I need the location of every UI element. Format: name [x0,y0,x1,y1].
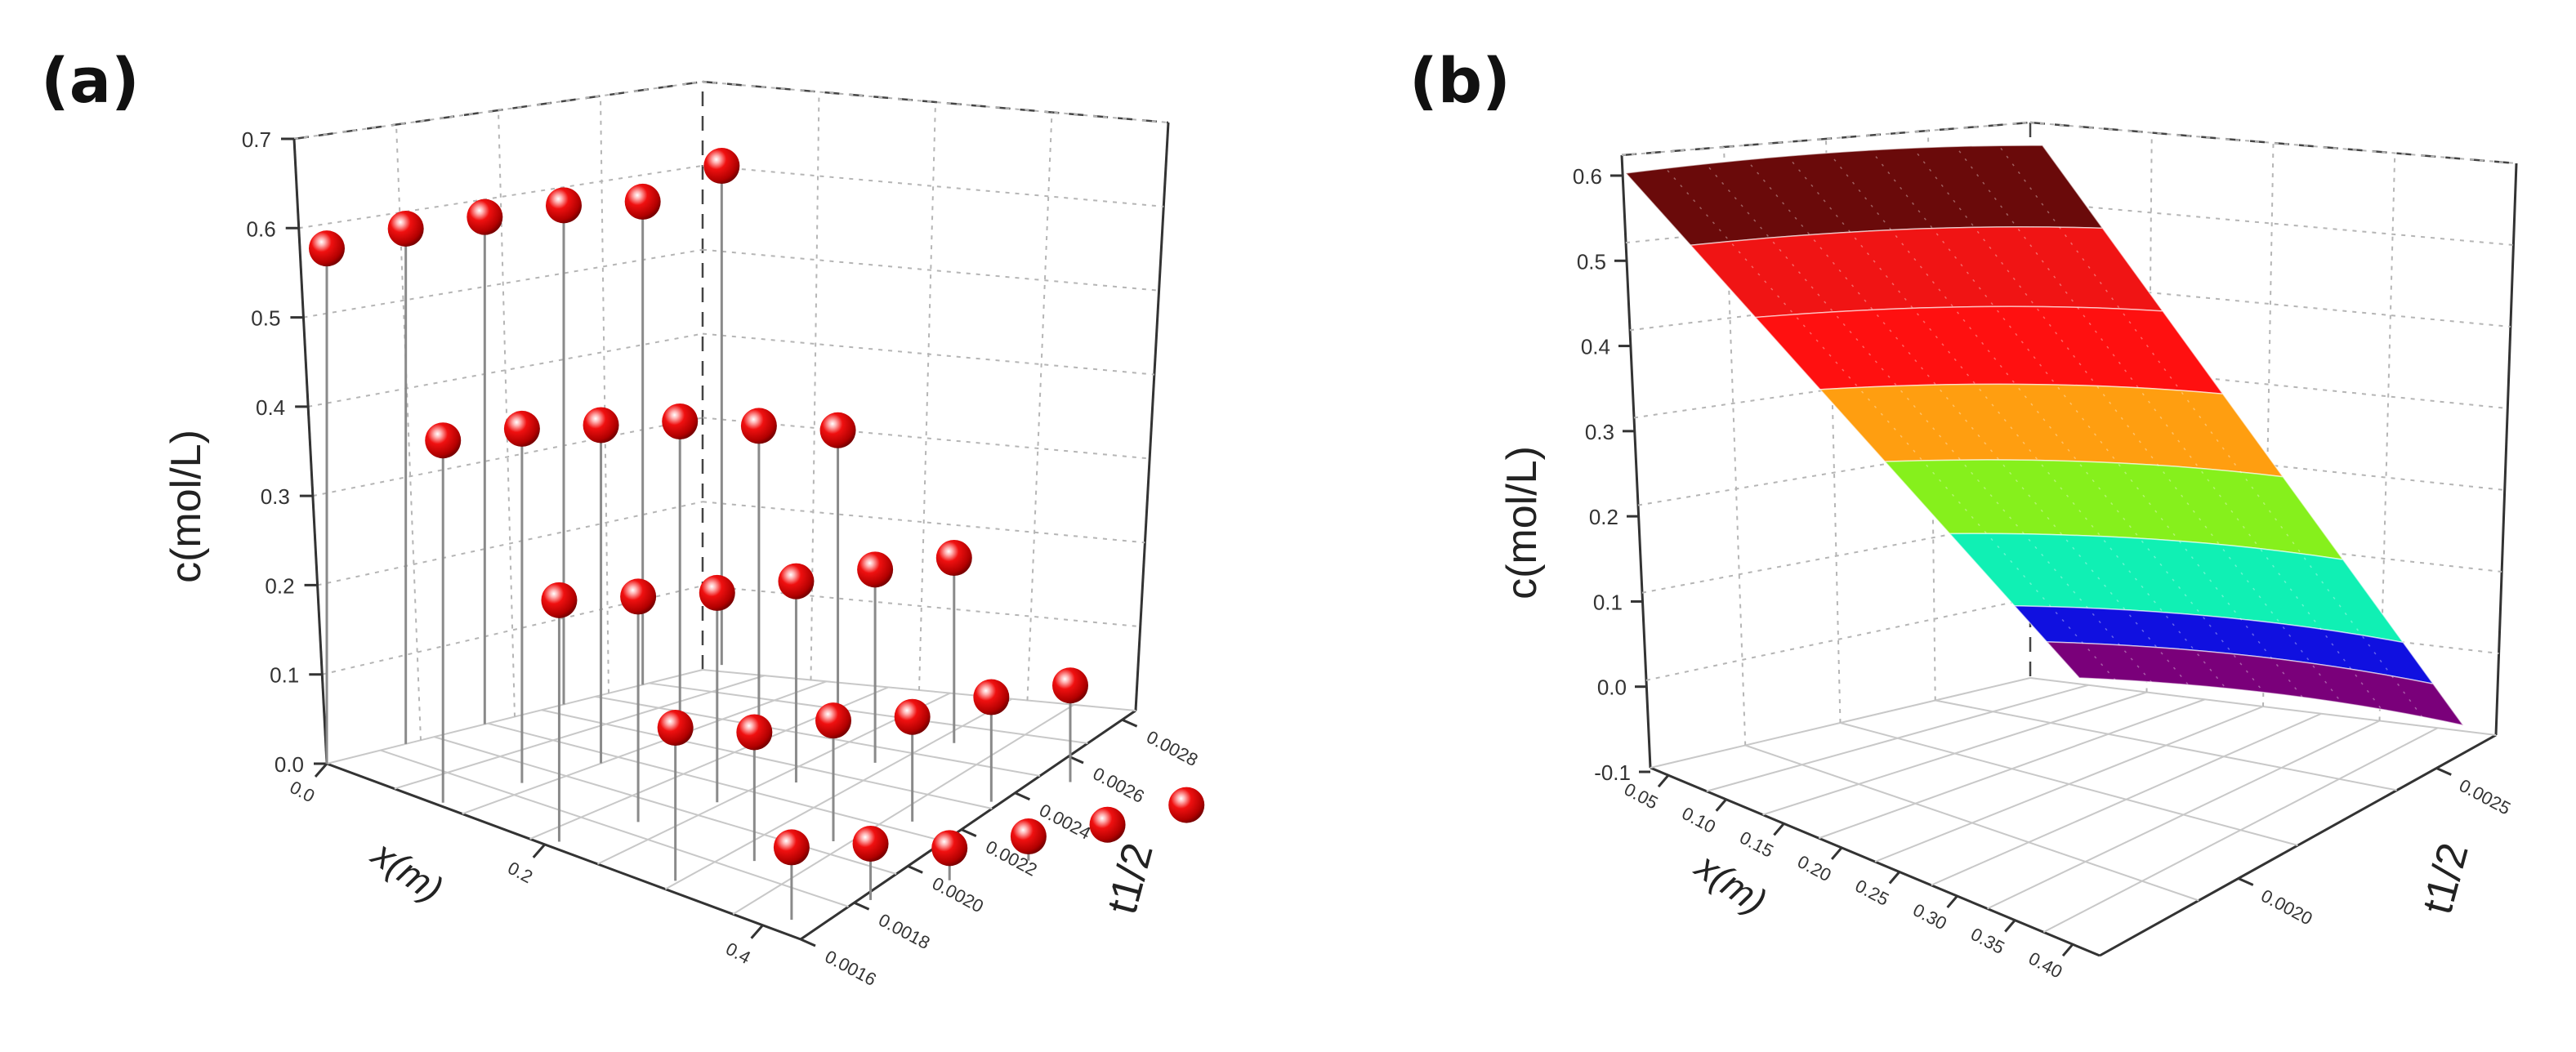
panel-a-data-point [973,679,1010,715]
panel-b-z-tick-label: 0.1 [1593,590,1623,614]
panel-a-z-tick-label: 0.1 [270,663,299,688]
panel-a-data-point [852,825,889,862]
panel-b-x-tick-label: 0.40 [2025,947,2066,982]
panel-b-surface-band [1754,305,2225,395]
panel-b-x-tick-label: 0.05 [1621,778,1662,813]
panel-a-data-point [1168,787,1205,823]
panel-a-data-point [620,578,657,615]
panel-a-t-tick-label: 0.0018 [875,910,933,954]
panel-b-z-tick-label: 0.0 [1597,675,1627,700]
panel-a-data-point [546,187,582,224]
panel-a-z-tick-label: 0.3 [261,484,290,509]
panel-a-data-point [467,198,503,235]
panel-b-x-tick-label: 0.25 [1852,876,1893,910]
panel-a-t-tick-label: 0.0020 [929,873,987,917]
panel-a-data-point [819,412,856,448]
panel-b-t-axis-title: t1/2 [2413,838,2477,919]
panel-a-t-axis-title: t1/2 [1098,838,1162,919]
panel-b-surface-band [2045,641,2465,727]
panel-b-z-axis: -0.1 0.0 0.1 0.2 0.3 0.4 0.5 0.6 c(mol/L) [1498,164,1650,785]
panel-a-z-tick-label: 0.0 [275,752,304,777]
panel-a-data-point [740,408,777,444]
panel-a-z-axis-title: c(mol/L) [163,430,210,583]
panel-a-data-point [857,551,894,588]
panel-a-x-tick-label: 0.2 [504,858,536,887]
panel-b-z-tick-label: 0.5 [1577,249,1606,274]
panel-b-surface [1624,145,2465,727]
panel-a-walls [292,80,1170,941]
panel-a-data-point [1089,806,1126,843]
panel-a-label: (a) [41,44,140,117]
panel-a-right-wall-edge [1134,122,1170,711]
panel-a-floor-t-edge [800,709,1136,941]
panel-a-data-point [1010,818,1047,855]
panel-b-t-tick-label: 0.0020 [2257,885,2315,929]
panel-a-data-point [387,210,424,247]
panel-a-x-axis: 0.0 0.2 0.4 x(m) [287,763,764,968]
panel-a-t-tick-label: 0.0028 [1143,727,1201,771]
panel-b-x-tick-label: 0.20 [1794,851,1835,885]
panel-b-z-tick-label: 0.6 [1573,164,1602,189]
panel-a-x-tick-label: 0.0 [287,777,319,806]
panel-b-x-tick-label: 0.15 [1736,827,1777,862]
panel-a-data-point [699,574,735,611]
panel-b-x-tick-label: 0.10 [1679,803,1720,837]
panel-b-z-axis-title: c(mol/L) [1498,446,1546,600]
panel-a-data-point [503,410,540,447]
panel-b-t-axis: 0.0020 0.0025 t1/2 [2238,767,2514,929]
panel-b-z-tick-label: 0.2 [1589,505,1618,529]
panel-a-data-point [583,407,619,444]
panel-a-z-tick-label: 0.5 [251,306,280,331]
panel-a-z-tick-label: 0.4 [256,395,285,420]
panel-b-surface-band [1689,226,2164,319]
panel-a-data-point [773,829,810,866]
panel-a-data-point [703,148,740,185]
panel-a-floor-x-edge [326,762,801,941]
panel-a-t-tick-label: 0.0026 [1090,763,1148,807]
panel-a-data-point [736,714,773,751]
panel-a-data-point [624,183,661,220]
panel-b-z-tick-label: 0.3 [1585,420,1614,444]
panel-b-label: (b) [1409,44,1511,117]
panel-b-x-tick-label: 0.30 [1909,899,1950,934]
panel-b-x-axis: 0.050.100.150.200.250.300.350.40 x(m) [1621,774,2074,983]
panel-a-data-point [1052,667,1088,704]
panel-a-z-axis: 0.0 0.1 0.2 0.3 0.4 0.5 0.6 0.7 c(mol/L) [163,127,328,777]
panel-a-data-point [309,230,345,267]
panel-b-x-tick-label: 0.35 [1967,924,2008,958]
panel-a-x-tick-label: 0.4 [722,938,754,968]
panel-b-z-tick-label: -0.1 [1594,760,1631,785]
panel-a-z-tick-label: 0.2 [265,573,294,598]
panel-a-data-point [894,698,931,735]
panel-a-x-axis-title: x(m) [364,831,451,910]
panel-a-points [309,148,1205,920]
panel-b-t-tick-label: 0.0025 [2456,775,2514,819]
panel-a-data-point [662,403,699,439]
panel-a-data-point [541,582,578,618]
panel-a-t-tick-label: 0.0016 [822,946,880,990]
panel-a-data-point [425,422,462,459]
panel-a-z-tick-label: 0.7 [242,127,271,152]
panel-a-data-point [931,830,968,867]
panel-a-z-tick-label: 0.6 [247,216,276,241]
panel-a-data-point [657,710,694,747]
panel-a-data-point [815,702,851,739]
panel-b: (b) -0.1 0.0 0.1 0.2 0.3 0.4 0.5 0.6 c(mol/L) 0… [1409,44,2518,983]
panel-b-z-tick-label: 0.4 [1581,335,1610,359]
panel-a-data-point [935,540,972,577]
panel-a-data-point [778,563,815,600]
panel-a: (a) 0.00.10.20.30.40.50.60.7 c(mol/ [41,44,1205,990]
